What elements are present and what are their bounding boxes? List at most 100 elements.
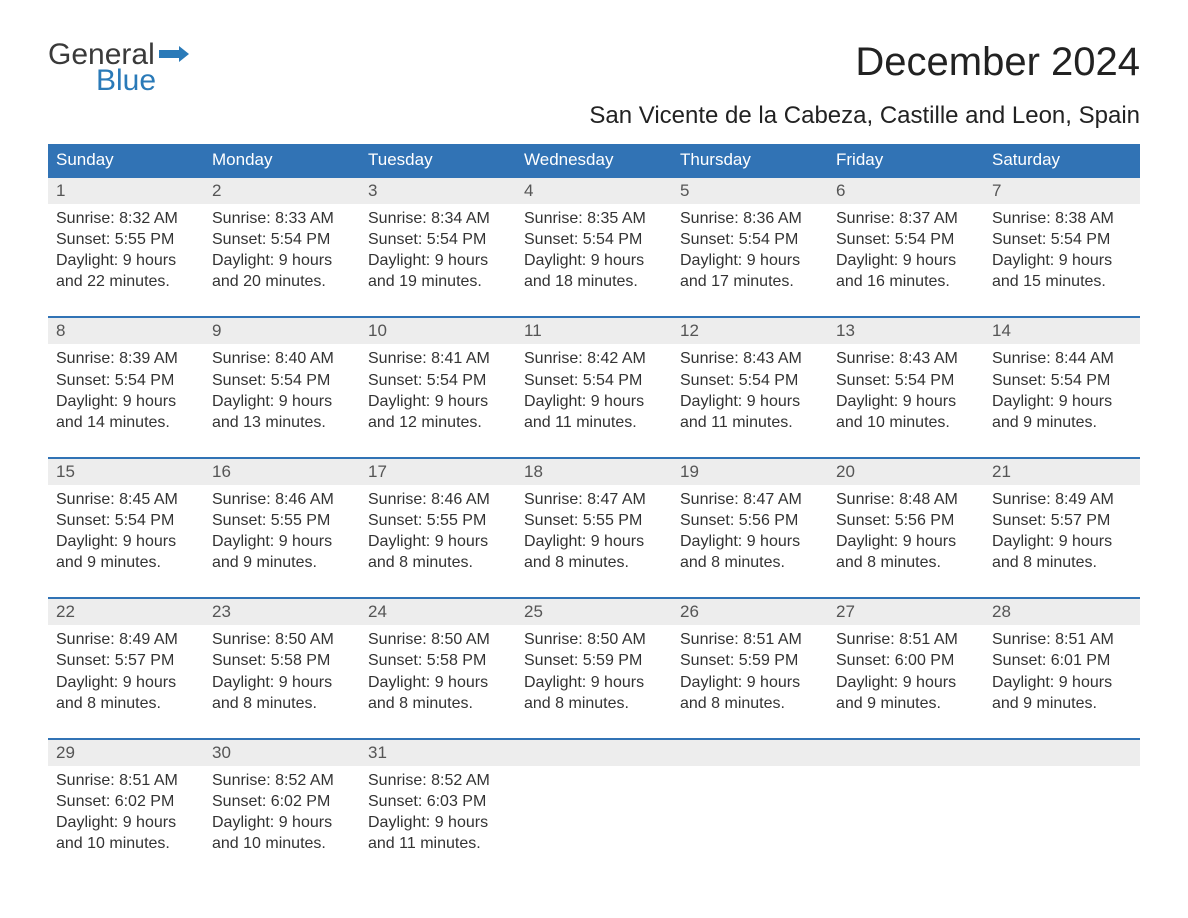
day-number: 15	[48, 459, 204, 485]
day-number: 14	[984, 318, 1140, 344]
calendar-day: 24Sunrise: 8:50 AMSunset: 5:58 PMDayligh…	[360, 599, 516, 719]
sunset-line: Sunset: 5:55 PM	[56, 229, 196, 250]
daylight-line: Daylight: 9 hours and 9 minutes.	[992, 672, 1132, 714]
day-details: Sunrise: 8:49 AMSunset: 5:57 PMDaylight:…	[984, 485, 1140, 579]
daylight-line: Daylight: 9 hours and 8 minutes.	[836, 531, 976, 573]
day-number	[984, 740, 1140, 766]
day-number: 29	[48, 740, 204, 766]
day-details: Sunrise: 8:51 AMSunset: 6:02 PMDaylight:…	[48, 766, 204, 860]
sunrise-line: Sunrise: 8:39 AM	[56, 348, 196, 369]
daylight-line: Daylight: 9 hours and 11 minutes.	[524, 391, 664, 433]
day-number: 20	[828, 459, 984, 485]
calendar-day: 8Sunrise: 8:39 AMSunset: 5:54 PMDaylight…	[48, 318, 204, 438]
sunset-line: Sunset: 5:58 PM	[212, 650, 352, 671]
daylight-line: Daylight: 9 hours and 17 minutes.	[680, 250, 820, 292]
sunset-line: Sunset: 5:55 PM	[524, 510, 664, 531]
daylight-line: Daylight: 9 hours and 8 minutes.	[680, 672, 820, 714]
day-header: Tuesday	[360, 144, 516, 176]
day-header: Saturday	[984, 144, 1140, 176]
calendar-week: 22Sunrise: 8:49 AMSunset: 5:57 PMDayligh…	[48, 597, 1140, 719]
day-number: 13	[828, 318, 984, 344]
sunrise-line: Sunrise: 8:40 AM	[212, 348, 352, 369]
calendar-week: 1Sunrise: 8:32 AMSunset: 5:55 PMDaylight…	[48, 176, 1140, 298]
sunrise-line: Sunrise: 8:37 AM	[836, 208, 976, 229]
daylight-line: Daylight: 9 hours and 22 minutes.	[56, 250, 196, 292]
sunrise-line: Sunrise: 8:41 AM	[368, 348, 508, 369]
day-number: 11	[516, 318, 672, 344]
calendar-day: 31Sunrise: 8:52 AMSunset: 6:03 PMDayligh…	[360, 740, 516, 860]
sunrise-line: Sunrise: 8:45 AM	[56, 489, 196, 510]
calendar-day: 25Sunrise: 8:50 AMSunset: 5:59 PMDayligh…	[516, 599, 672, 719]
day-details: Sunrise: 8:36 AMSunset: 5:54 PMDaylight:…	[672, 204, 828, 298]
day-number: 5	[672, 178, 828, 204]
sunrise-line: Sunrise: 8:50 AM	[368, 629, 508, 650]
sunrise-line: Sunrise: 8:42 AM	[524, 348, 664, 369]
calendar-day: 7Sunrise: 8:38 AMSunset: 5:54 PMDaylight…	[984, 178, 1140, 298]
daylight-line: Daylight: 9 hours and 8 minutes.	[992, 531, 1132, 573]
sunrise-line: Sunrise: 8:46 AM	[368, 489, 508, 510]
sunset-line: Sunset: 5:57 PM	[56, 650, 196, 671]
day-details: Sunrise: 8:33 AMSunset: 5:54 PMDaylight:…	[204, 204, 360, 298]
day-number: 2	[204, 178, 360, 204]
sunrise-line: Sunrise: 8:47 AM	[680, 489, 820, 510]
daylight-line: Daylight: 9 hours and 8 minutes.	[368, 531, 508, 573]
day-details: Sunrise: 8:51 AMSunset: 6:00 PMDaylight:…	[828, 625, 984, 719]
calendar-day: 20Sunrise: 8:48 AMSunset: 5:56 PMDayligh…	[828, 459, 984, 579]
topbar: General Blue December 2024	[48, 40, 1140, 96]
sunrise-line: Sunrise: 8:51 AM	[680, 629, 820, 650]
sunset-line: Sunset: 5:54 PM	[56, 510, 196, 531]
sunset-line: Sunset: 5:54 PM	[680, 370, 820, 391]
day-details: Sunrise: 8:52 AMSunset: 6:02 PMDaylight:…	[204, 766, 360, 860]
sunset-line: Sunset: 5:58 PM	[368, 650, 508, 671]
day-details: Sunrise: 8:38 AMSunset: 5:54 PMDaylight:…	[984, 204, 1140, 298]
calendar-day: 19Sunrise: 8:47 AMSunset: 5:56 PMDayligh…	[672, 459, 828, 579]
daylight-line: Daylight: 9 hours and 8 minutes.	[524, 672, 664, 714]
daylight-line: Daylight: 9 hours and 9 minutes.	[836, 672, 976, 714]
daylight-line: Daylight: 9 hours and 19 minutes.	[368, 250, 508, 292]
sunset-line: Sunset: 5:54 PM	[680, 229, 820, 250]
day-details: Sunrise: 8:40 AMSunset: 5:54 PMDaylight:…	[204, 344, 360, 438]
daylight-line: Daylight: 9 hours and 8 minutes.	[368, 672, 508, 714]
day-details: Sunrise: 8:50 AMSunset: 5:58 PMDaylight:…	[360, 625, 516, 719]
sunrise-line: Sunrise: 8:34 AM	[368, 208, 508, 229]
calendar-day	[516, 740, 672, 860]
sunset-line: Sunset: 5:55 PM	[212, 510, 352, 531]
calendar-week: 8Sunrise: 8:39 AMSunset: 5:54 PMDaylight…	[48, 316, 1140, 438]
calendar-day	[984, 740, 1140, 860]
day-number: 4	[516, 178, 672, 204]
sunset-line: Sunset: 6:00 PM	[836, 650, 976, 671]
calendar-day: 11Sunrise: 8:42 AMSunset: 5:54 PMDayligh…	[516, 318, 672, 438]
logo: General Blue	[48, 40, 189, 96]
day-number: 9	[204, 318, 360, 344]
calendar-day: 27Sunrise: 8:51 AMSunset: 6:00 PMDayligh…	[828, 599, 984, 719]
day-details: Sunrise: 8:44 AMSunset: 5:54 PMDaylight:…	[984, 344, 1140, 438]
calendar-day: 18Sunrise: 8:47 AMSunset: 5:55 PMDayligh…	[516, 459, 672, 579]
daylight-line: Daylight: 9 hours and 20 minutes.	[212, 250, 352, 292]
day-details: Sunrise: 8:46 AMSunset: 5:55 PMDaylight:…	[204, 485, 360, 579]
sunset-line: Sunset: 6:02 PM	[212, 791, 352, 812]
calendar-day: 2Sunrise: 8:33 AMSunset: 5:54 PMDaylight…	[204, 178, 360, 298]
location-subtitle: San Vicente de la Cabeza, Castille and L…	[48, 102, 1140, 130]
day-details: Sunrise: 8:51 AMSunset: 5:59 PMDaylight:…	[672, 625, 828, 719]
sunset-line: Sunset: 6:01 PM	[992, 650, 1132, 671]
day-number: 3	[360, 178, 516, 204]
day-number	[672, 740, 828, 766]
sunrise-line: Sunrise: 8:52 AM	[368, 770, 508, 791]
calendar-day: 5Sunrise: 8:36 AMSunset: 5:54 PMDaylight…	[672, 178, 828, 298]
sunset-line: Sunset: 5:54 PM	[992, 370, 1132, 391]
daylight-line: Daylight: 9 hours and 11 minutes.	[368, 812, 508, 854]
calendar-day: 3Sunrise: 8:34 AMSunset: 5:54 PMDaylight…	[360, 178, 516, 298]
day-details: Sunrise: 8:47 AMSunset: 5:56 PMDaylight:…	[672, 485, 828, 579]
sunrise-line: Sunrise: 8:52 AM	[212, 770, 352, 791]
daylight-line: Daylight: 9 hours and 10 minutes.	[836, 391, 976, 433]
sunrise-line: Sunrise: 8:32 AM	[56, 208, 196, 229]
sunrise-line: Sunrise: 8:47 AM	[524, 489, 664, 510]
sunrise-line: Sunrise: 8:46 AM	[212, 489, 352, 510]
calendar-day: 12Sunrise: 8:43 AMSunset: 5:54 PMDayligh…	[672, 318, 828, 438]
daylight-line: Daylight: 9 hours and 8 minutes.	[524, 531, 664, 573]
day-details: Sunrise: 8:35 AMSunset: 5:54 PMDaylight:…	[516, 204, 672, 298]
calendar-day: 14Sunrise: 8:44 AMSunset: 5:54 PMDayligh…	[984, 318, 1140, 438]
day-details: Sunrise: 8:45 AMSunset: 5:54 PMDaylight:…	[48, 485, 204, 579]
calendar-day: 6Sunrise: 8:37 AMSunset: 5:54 PMDaylight…	[828, 178, 984, 298]
day-number: 7	[984, 178, 1140, 204]
